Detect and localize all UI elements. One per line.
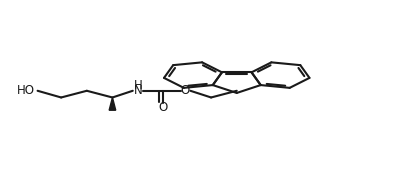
Text: O: O <box>158 101 168 114</box>
Text: H: H <box>133 79 142 92</box>
Polygon shape <box>109 98 116 110</box>
Text: O: O <box>180 84 190 97</box>
Text: N: N <box>133 84 142 97</box>
Text: HO: HO <box>17 84 35 97</box>
